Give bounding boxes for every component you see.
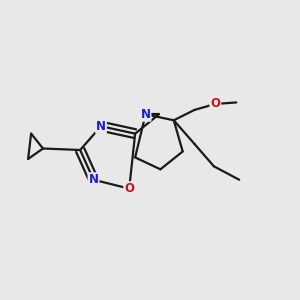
- Text: O: O: [124, 182, 134, 195]
- Text: N: N: [140, 108, 151, 121]
- Text: N: N: [96, 120, 106, 133]
- Text: O: O: [210, 98, 220, 110]
- Text: N: N: [88, 173, 98, 186]
